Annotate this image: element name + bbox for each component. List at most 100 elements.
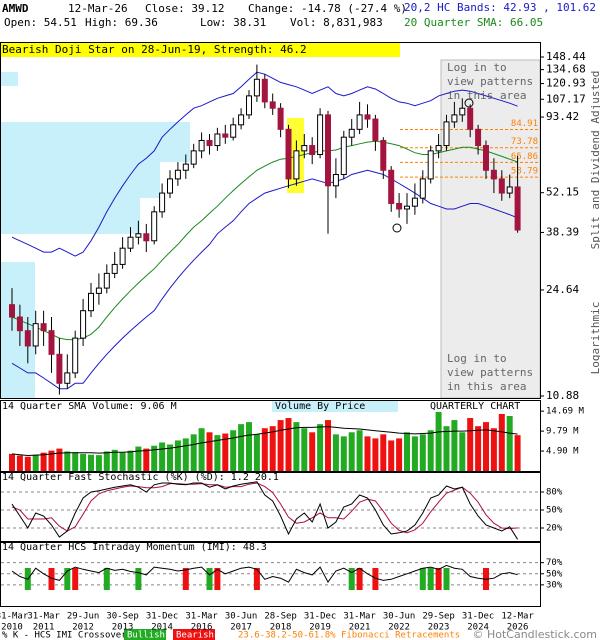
y-tick-label: 24.64 [546, 283, 579, 296]
x-tick-label: 2026 [507, 623, 529, 633]
bullish-label: Bullish [127, 631, 165, 640]
candle-body [443, 121, 450, 147]
pattern-banner [0, 43, 400, 57]
volume-bar [135, 446, 142, 471]
y-tick-label: 50% [546, 506, 563, 516]
candle-body [151, 211, 158, 242]
x-tick-label: 2014 [151, 623, 173, 633]
low: Low: 38.31 [200, 16, 266, 29]
y-tick-label: 14.69 M [546, 407, 585, 417]
volume-bar [467, 418, 474, 471]
volume-bar [317, 424, 324, 471]
volume-bar [190, 434, 197, 471]
volume-bar [261, 428, 268, 471]
login-note[interactable]: Log in to view patterns in this area [447, 61, 534, 102]
candle-body [135, 233, 142, 238]
candle-body [277, 107, 284, 130]
volume-bar [372, 438, 379, 471]
candle-body [119, 247, 126, 265]
pattern-marker [392, 223, 402, 233]
volume-bar [24, 456, 31, 471]
side-label: Split and Dividend Adjusted [589, 71, 600, 250]
candle-body [40, 323, 47, 332]
bearish-crossover [214, 568, 221, 590]
candle-body [198, 139, 205, 152]
volume-bar [174, 440, 181, 471]
x-tick-label: 2024 [467, 623, 489, 633]
volume-bar [435, 411, 442, 471]
x-tick-label: 29-Jun [67, 612, 100, 622]
candle-body [325, 114, 331, 187]
y-tick-label: 30% [546, 580, 563, 590]
volume-bar [514, 435, 521, 471]
volume-bar [483, 422, 489, 471]
candle-body [388, 169, 395, 204]
candle-body [182, 163, 189, 171]
x-tick-label: 30-Jun [225, 612, 258, 622]
candle-body [222, 133, 229, 138]
candle-body [95, 287, 102, 294]
candle-body [506, 186, 513, 194]
candle-body [356, 114, 363, 130]
volume-bar [103, 451, 110, 471]
candle-body [483, 145, 489, 171]
candle-body [364, 114, 371, 120]
band-line [11, 169, 518, 390]
volume-bar [159, 442, 166, 471]
volume-bar [151, 445, 158, 471]
candle-body [340, 136, 347, 176]
volume-by-price-label: Volume By Price [275, 401, 365, 412]
candle-body [253, 78, 260, 97]
candle-body [127, 236, 134, 249]
bearish-crossover [372, 568, 379, 590]
candle-body [24, 330, 31, 347]
candle-body [396, 202, 403, 210]
symbol: AMWD [2, 2, 29, 15]
y-tick-label: 107.17 [546, 92, 586, 105]
x-tick-label: 2019 [309, 623, 331, 633]
candle-body [490, 169, 497, 180]
volume-bar [348, 432, 355, 471]
volume-bar [214, 435, 221, 471]
x-tick-label: 29-Sep [422, 612, 455, 622]
y-tick-label: 70% [546, 558, 563, 568]
candle-body [475, 128, 482, 147]
volume-bar [95, 455, 102, 471]
candle-body [246, 95, 252, 116]
x-tick-label: 30-Sep [106, 612, 139, 622]
change: Change: -14.78 (-27.4 %) [248, 2, 407, 15]
y-tick-label: 120.93 [546, 77, 586, 90]
volume-bar [380, 434, 387, 471]
volume-bar [427, 430, 434, 471]
x-tick-label: 31-Dec [462, 612, 495, 622]
volume-bar [9, 453, 15, 471]
volume-bar [167, 444, 173, 471]
candle-body [404, 205, 410, 210]
volume-bar [451, 420, 458, 471]
login-note[interactable]: Log in to view patterns in this area [447, 352, 534, 393]
pattern-title: Bearish Doji Star on 28-Jun-19, Strength… [2, 43, 307, 56]
bearish-crossover [72, 568, 79, 590]
candle-body [285, 128, 292, 180]
volume-bar [32, 454, 39, 471]
volume-bar [285, 418, 292, 471]
candle-body [214, 133, 221, 147]
y-tick-label: 4.90 M [546, 447, 579, 457]
candle-body [206, 139, 213, 147]
close: Close: 39.12 [145, 2, 224, 15]
volume-bar [111, 449, 118, 471]
volume-bar [246, 422, 252, 471]
volume-by-price-label-bg [272, 401, 398, 412]
volume-bar [277, 420, 284, 471]
bullish-crossover [64, 568, 71, 590]
volume: Vol: 8,831,983 [290, 16, 383, 29]
x-tick-label: 2017 [230, 623, 252, 633]
candle-body [498, 178, 505, 194]
candle-body [88, 292, 94, 312]
candle-body [16, 316, 23, 332]
volume-sma-line [11, 426, 518, 457]
volume-bar [364, 436, 371, 471]
volume-bar [119, 452, 126, 471]
x-tick-label: 2018 [270, 623, 292, 633]
